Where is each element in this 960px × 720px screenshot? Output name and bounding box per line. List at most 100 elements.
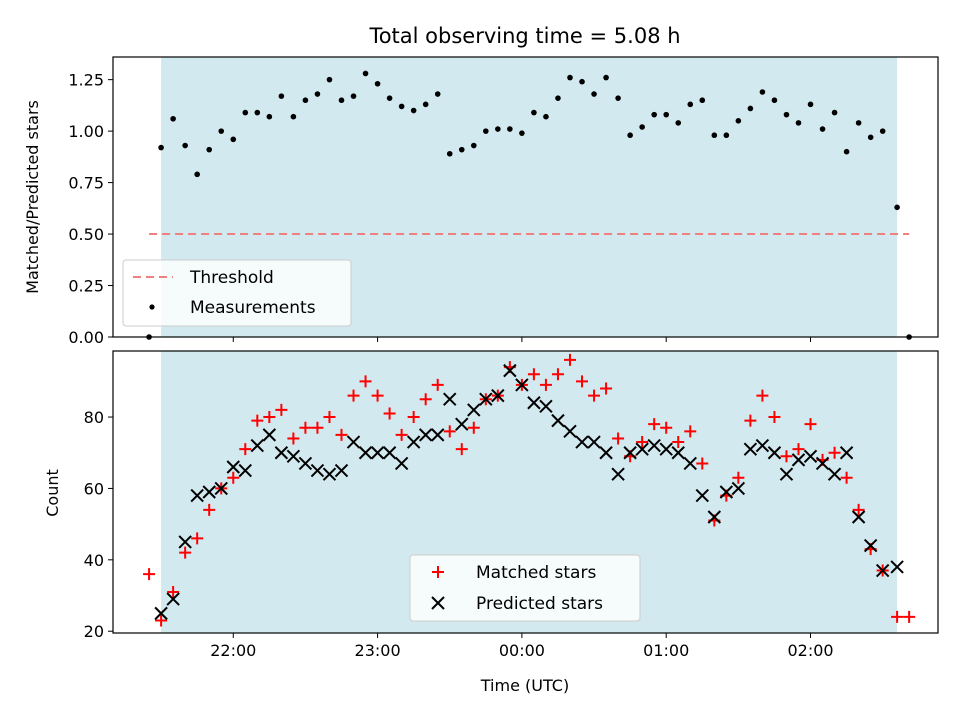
predicted-star-point: [599, 446, 613, 460]
matched-star-point: [275, 403, 288, 416]
count-x-ticks: 22:00 23:00 00:00 01:00 02:00: [210, 633, 834, 660]
predicted-stars-points: [154, 363, 904, 621]
count-x-tick-label: 00:00: [499, 641, 545, 660]
matched-star-point: [840, 471, 853, 484]
measurement-point: [771, 97, 778, 104]
count-x-tick-label: 02:00: [787, 641, 833, 660]
measurement-point: [651, 111, 657, 118]
matched-star-point: [648, 418, 661, 431]
matched-star-point: [155, 614, 168, 627]
predicted-star-point: [731, 481, 746, 496]
measurement-point: [519, 130, 525, 136]
predicted-star-point: [647, 438, 661, 453]
predicted-star-point: [863, 538, 878, 553]
predicted-star-point: [406, 435, 421, 449]
count-y-tick-label: 40: [84, 551, 104, 570]
measurement-point: [543, 113, 549, 120]
predicted-star-point: [827, 467, 842, 481]
matched-legend-label: Matched stars: [476, 563, 596, 583]
measurement-point: [759, 89, 766, 95]
matched-star-point: [143, 568, 156, 581]
matched-star-point: [299, 421, 312, 434]
predicted-star-point: [659, 442, 673, 456]
ratio-axes-frame: [112, 56, 939, 338]
count-y-tick-label: 80: [84, 408, 104, 427]
chart-title: Total observing time = 5.08 h: [368, 24, 680, 48]
measurement-point: [458, 146, 465, 153]
matched-star-point: [311, 421, 324, 434]
measurements-legend-swatch: [149, 304, 155, 310]
matched-star-point: [203, 503, 216, 516]
matched-star-point: [359, 375, 372, 388]
matched-star-point: [660, 421, 673, 434]
matched-star-point: [335, 428, 348, 441]
predicted-star-point: [611, 467, 625, 481]
matched-star-point: [239, 443, 252, 456]
matched-star-point: [792, 443, 805, 456]
measurement-point: [531, 109, 537, 116]
matched-star-point: [891, 610, 904, 623]
measurement-point: [170, 115, 176, 122]
ratio-y-ticks: 0.00 0.25 0.50 0.75 1.00 1.25: [68, 71, 113, 347]
measurement-point: [290, 113, 297, 120]
matched-star-point: [672, 436, 685, 449]
predicted-star-point: [238, 463, 252, 478]
predicted-star-point: [322, 467, 337, 481]
measurement-point: [314, 91, 321, 97]
ratio-y-tick-label: 0.75: [68, 174, 104, 193]
measurement-point: [483, 128, 489, 134]
count-x-tick-label: 22:00: [210, 641, 256, 660]
measurement-point: [723, 132, 730, 139]
count-y-tick-label: 20: [84, 622, 104, 641]
measurement-point: [242, 109, 249, 116]
ratio-legend: Threshold Measurements: [122, 259, 352, 327]
measurement-point: [663, 111, 670, 118]
matched-star-point: [227, 471, 240, 484]
x-axis-label: Time (UTC): [480, 676, 569, 695]
measurement-point: [206, 146, 213, 153]
matched-star-point: [828, 446, 841, 459]
threshold-legend-label: Threshold: [189, 268, 274, 288]
matched-star-point: [287, 432, 300, 445]
predicted-star-point: [190, 488, 204, 503]
predicted-star-point: [671, 446, 685, 460]
matched-star-point: [852, 503, 865, 516]
measurement-point: [711, 132, 718, 139]
measurement-point: [470, 142, 477, 149]
ratio-y-tick-label: 0.25: [68, 277, 104, 296]
count-y-ticks: 20 40 60 80: [84, 408, 113, 641]
measurement-point: [747, 105, 754, 112]
predicted-star-point: [431, 428, 445, 442]
measurement-point: [254, 109, 261, 116]
ratio-y-axis-label: Matched/Predicted stars: [23, 100, 42, 294]
count-legend: Matched stars Predicted stars: [409, 554, 641, 622]
measurement-point: [495, 126, 501, 132]
predicted-star-point: [779, 467, 794, 481]
measurement-point: [615, 95, 621, 101]
predicted-star-point: [587, 435, 601, 449]
predicted-star-point: [839, 446, 854, 460]
measurement-point: [879, 128, 886, 134]
matched-legend-swatch: [432, 566, 444, 578]
predicted-star-point: [875, 563, 890, 578]
predicted-star-point: [166, 592, 180, 606]
measurement-point: [591, 91, 597, 97]
predicted-star-point: [394, 456, 409, 471]
measurement-point: [194, 171, 200, 178]
measurement-point: [266, 113, 273, 120]
count-x-tick-label: 01:00: [643, 641, 689, 660]
predicted-star-point: [358, 446, 373, 460]
predicted-star-point: [563, 424, 577, 439]
measurement-points: [146, 70, 912, 340]
matched-star-point: [407, 411, 420, 424]
matched-star-point: [383, 407, 396, 420]
matched-star-point: [903, 610, 916, 623]
count-y-tick-label: 60: [84, 479, 104, 498]
ratio-y-tick-label: 1.25: [68, 71, 104, 90]
matched-star-point: [191, 532, 204, 545]
predicted-star-point: [382, 446, 397, 460]
measurement-point: [158, 144, 164, 151]
measurement-point: [603, 74, 609, 81]
predicted-star-point: [262, 428, 277, 442]
